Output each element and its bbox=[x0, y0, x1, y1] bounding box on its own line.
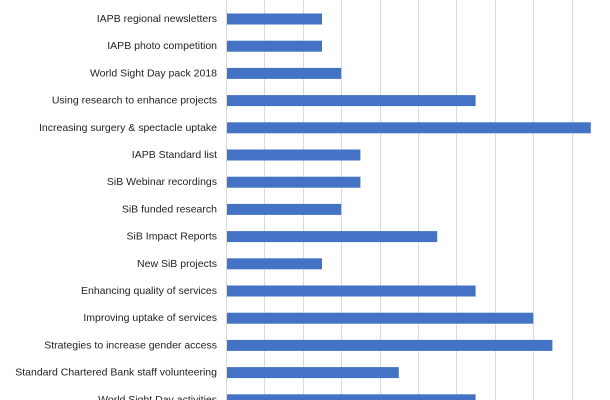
bar bbox=[227, 367, 399, 379]
bar bbox=[227, 40, 322, 52]
category-tick-label: SiB Webinar recordings bbox=[107, 176, 217, 188]
category-tick-label: Using research to enhance projects bbox=[52, 95, 217, 107]
bar bbox=[227, 312, 534, 324]
category-tick-label: Strategies to increase gender access bbox=[44, 339, 217, 351]
bar bbox=[227, 231, 438, 243]
category-tick-label: SiB funded research bbox=[122, 203, 217, 215]
category-tick-label: Standard Chartered Bank staff volunteeri… bbox=[15, 367, 217, 379]
bar bbox=[227, 122, 591, 134]
category-tick-label: SiB Impact Reports bbox=[127, 231, 217, 243]
bars bbox=[227, 13, 591, 400]
bar bbox=[227, 149, 361, 161]
category-tick-label: IAPB regional newsletters bbox=[97, 13, 217, 25]
category-tick-label: World Sight Day pack 2018 bbox=[90, 67, 217, 79]
bar bbox=[227, 394, 476, 400]
bar bbox=[227, 203, 342, 215]
bar bbox=[227, 67, 342, 79]
category-tick-label: IAPB photo competition bbox=[107, 40, 217, 52]
category-tick-label: New SiB projects bbox=[137, 258, 217, 270]
bar bbox=[227, 95, 476, 107]
bar bbox=[227, 285, 476, 297]
bar bbox=[227, 13, 322, 25]
bar bbox=[227, 339, 553, 351]
category-tick-label: Enhancing quality of services bbox=[81, 285, 217, 297]
category-tick-label: Improving uptake of services bbox=[83, 312, 217, 324]
category-tick-label: World Sight Day activities bbox=[98, 394, 217, 400]
category-tick-label: Increasing surgery & spectacle uptake bbox=[39, 122, 217, 134]
bar bbox=[227, 258, 322, 270]
category-tick-label: IAPB Standard list bbox=[132, 149, 217, 161]
bar bbox=[227, 176, 361, 188]
category-labels: IAPB regional newsletters IAPB photo comp… bbox=[15, 13, 217, 400]
gridlines bbox=[264, 0, 573, 400]
